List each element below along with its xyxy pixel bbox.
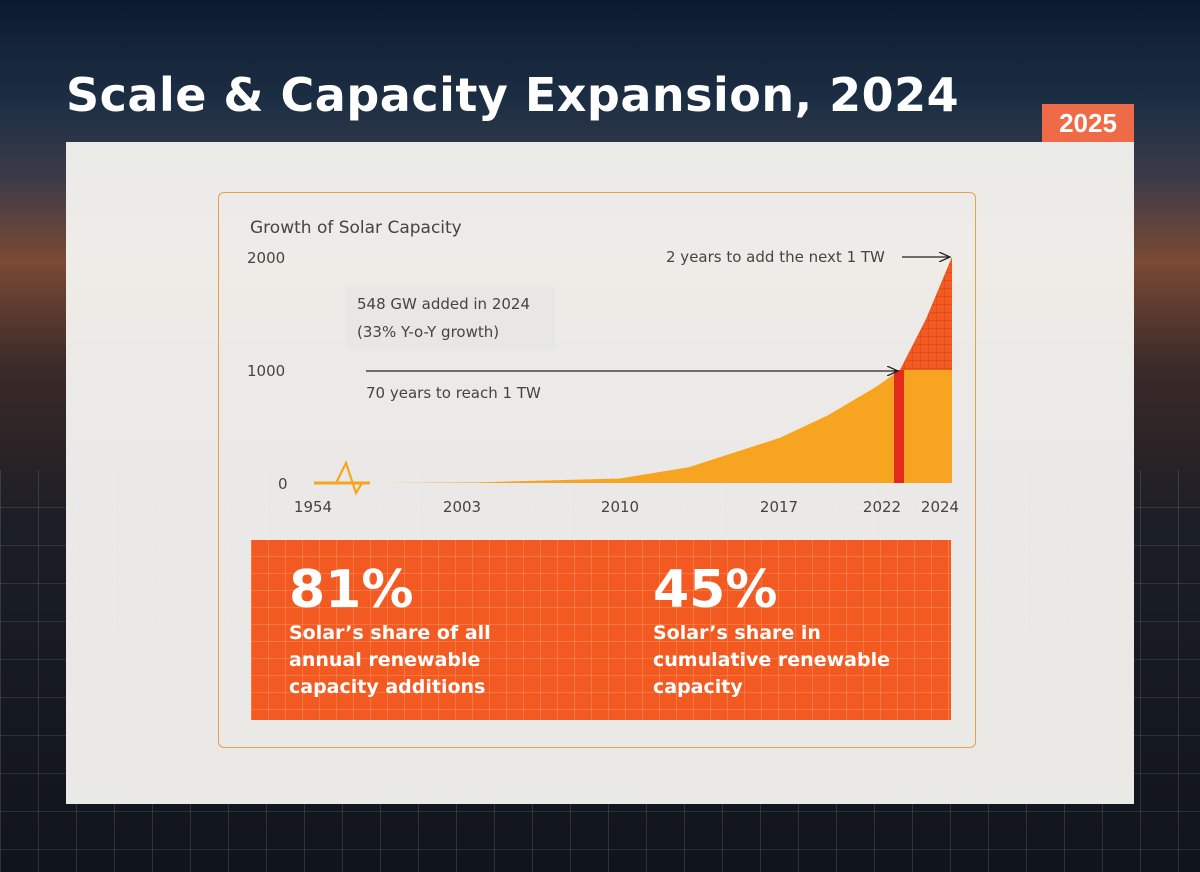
x-tick-label: 2017 [760, 498, 798, 516]
page-title: Scale & Capacity Expansion, 2024 [66, 68, 960, 122]
annotation-2-years: 2 years to add the next 1 TW [666, 248, 885, 266]
stat-cumulative-share: 45% Solar’s share in cumulative renewabl… [653, 560, 890, 701]
x-tick-label: 2010 [601, 498, 639, 516]
stat-annual-share-label: Solar’s share of all annual renewable ca… [289, 622, 491, 698]
x-tick-label: 2003 [443, 498, 481, 516]
year-badge: 2025 [1042, 104, 1134, 142]
annotation-2024-growth: (33% Y-o-Y growth) [357, 323, 499, 341]
stat-annual-share: 81% Solar’s share of all annual renewabl… [289, 560, 491, 701]
capacity-area-second-tw-grid [900, 257, 952, 370]
x-tick-label: 2022 [863, 498, 901, 516]
stat-annual-share-value: 81% [289, 560, 414, 620]
stat-cumulative-share-label: Solar’s share in cumulative renewable ca… [653, 622, 890, 698]
chart-frame [218, 192, 976, 748]
y-tick-label: 1000 [247, 362, 285, 380]
annotation-box-2024 [345, 286, 555, 350]
annotation-70-years: 70 years to reach 1 TW [366, 384, 541, 402]
marker-2022-bar [894, 370, 904, 483]
x-tick-label: 2024 [921, 498, 959, 516]
stat-cumulative-share-value: 45% [653, 560, 778, 620]
chart-title: Growth of Solar Capacity [250, 218, 462, 238]
x-tick-label: 1954 [294, 498, 332, 516]
stats-box: 81% Solar’s share of all annual renewabl… [251, 540, 951, 720]
y-tick-label: 2000 [247, 249, 285, 267]
axis-break-zigzag [314, 460, 370, 496]
annotation-2024-added: 548 GW added in 2024 [357, 295, 530, 313]
y-tick-label: 0 [278, 475, 288, 493]
capacity-area [370, 257, 952, 483]
